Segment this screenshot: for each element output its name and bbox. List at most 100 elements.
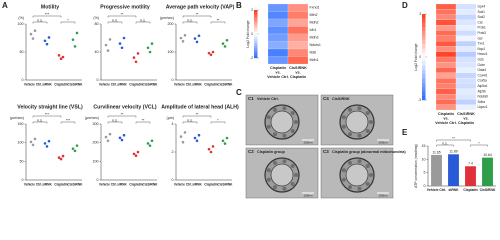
data-point — [118, 136, 122, 140]
column-label: vs. — [443, 116, 448, 120]
gene-label: Ndufs1 — [310, 43, 321, 47]
panel-label: C — [236, 88, 242, 97]
microtubule — [273, 132, 277, 137]
data-point — [43, 142, 47, 145]
heatmap-cell — [287, 3, 309, 12]
heatmap-cell — [455, 56, 477, 63]
colorbar-swatch — [422, 74, 426, 79]
image-caption: Vehicle Ctrl. — [257, 97, 279, 101]
sig-bracket — [32, 21, 48, 24]
sig-label: n.s. — [187, 18, 193, 22]
sig-bracket — [182, 121, 198, 124]
data-point — [73, 149, 77, 153]
sig-bracket — [60, 21, 76, 24]
gene-label: Atp5b — [478, 89, 487, 93]
x-tick-label: CisSiRNK — [68, 182, 84, 186]
heatmap-cell — [435, 72, 457, 79]
y-tick-label: 150 — [18, 122, 24, 126]
heatmap-cell — [435, 83, 457, 89]
data-point — [211, 145, 215, 148]
colorbar-swatch — [254, 26, 258, 30]
data-point — [132, 56, 136, 59]
bar — [482, 157, 493, 186]
microtubule — [341, 177, 346, 182]
colorbar-swatch — [422, 65, 426, 71]
sig-label: *** — [66, 118, 71, 122]
heatmap-cell — [435, 25, 457, 31]
heatmap-cell — [435, 41, 457, 47]
x-tick-label: Cisplatin — [463, 188, 477, 192]
sig-label: ** — [196, 112, 199, 116]
data-point — [223, 142, 227, 145]
sig-bracket — [135, 121, 151, 124]
x-tick-label: Vehicle Ctrl. — [24, 182, 42, 186]
microtubule — [282, 133, 287, 138]
y-tick-label: 200 — [93, 141, 99, 145]
microtubule — [369, 173, 373, 177]
panel-label: E — [402, 128, 408, 137]
y-tick-label: 300 — [93, 122, 99, 126]
x-tick-label: CisSiRNK — [218, 82, 234, 86]
colorbar-tick-label: -3 — [418, 98, 421, 102]
gene-label: Mdh1 — [310, 58, 319, 62]
sig-label: * — [217, 118, 219, 122]
x-tick-label: Cisplatin — [54, 182, 68, 186]
gene-label: Uqcrc1 — [478, 105, 488, 109]
microtubule — [369, 120, 373, 124]
heatmap-cell — [455, 25, 477, 31]
x-tick-label: Cisplatin — [129, 82, 143, 86]
colorbar-swatch — [254, 55, 258, 59]
x-tick-label: CisSiRNK — [480, 188, 496, 192]
sig-label: ** — [452, 136, 455, 140]
y-tick-label: 0 — [22, 78, 24, 82]
data-point — [57, 156, 61, 159]
gene-label: Sod2 — [478, 15, 486, 19]
gene-label: Nd6 — [310, 51, 317, 55]
x-tick-label: Vehicle Ctrl. — [427, 188, 446, 192]
heatmap-cell — [435, 35, 457, 42]
heatmap-cell — [455, 67, 477, 73]
data-point — [59, 57, 63, 61]
y-tick-label: 0 — [97, 178, 99, 182]
colorbar-swatch — [254, 41, 258, 44]
colorbar-swatch — [254, 19, 258, 23]
colorbar-swatch — [422, 48, 426, 53]
microtubule — [357, 186, 362, 191]
microtubule — [282, 186, 287, 191]
microtubule — [266, 124, 271, 129]
data-point — [209, 150, 213, 154]
data-point — [132, 152, 136, 156]
microtubule — [273, 107, 277, 112]
data-point — [104, 135, 108, 139]
bar — [431, 154, 442, 186]
data-point — [179, 135, 183, 138]
colorbar-swatch — [422, 39, 426, 45]
image-caption: Cisplatin group (abnormal mitochondria) — [332, 150, 406, 154]
gene-label: Prdx1 — [478, 26, 487, 30]
microtubule — [357, 133, 362, 138]
microtubule — [348, 160, 352, 165]
sig-label: n.s. — [112, 118, 118, 122]
sig-label: ** — [121, 12, 124, 16]
heatmap-cell — [455, 94, 477, 100]
heatmap-cell — [455, 3, 477, 10]
x-tick-label: Vehicle Ctrl. — [24, 82, 42, 86]
heatmap-cell — [435, 78, 457, 84]
plot-title: Progressive motility — [100, 4, 150, 10]
data-point — [120, 46, 124, 50]
sig-label: ** — [121, 112, 124, 116]
heatmap-cell — [287, 26, 309, 35]
x-tick-label: Vehicle Ctrl. — [174, 182, 192, 186]
heatmap-cell — [435, 9, 457, 15]
column-label: vs. — [275, 70, 280, 74]
microtubule — [294, 173, 298, 177]
heatmap-cell — [455, 30, 477, 36]
data-point — [45, 42, 49, 46]
data-point — [75, 31, 79, 35]
heatmap-cell — [455, 72, 477, 79]
data-point — [45, 145, 49, 148]
y-tick-label: 100 — [18, 22, 24, 26]
colorbar-swatch — [254, 22, 258, 25]
y-unit: (%) — [93, 16, 99, 20]
colorbar-swatch — [422, 78, 426, 83]
